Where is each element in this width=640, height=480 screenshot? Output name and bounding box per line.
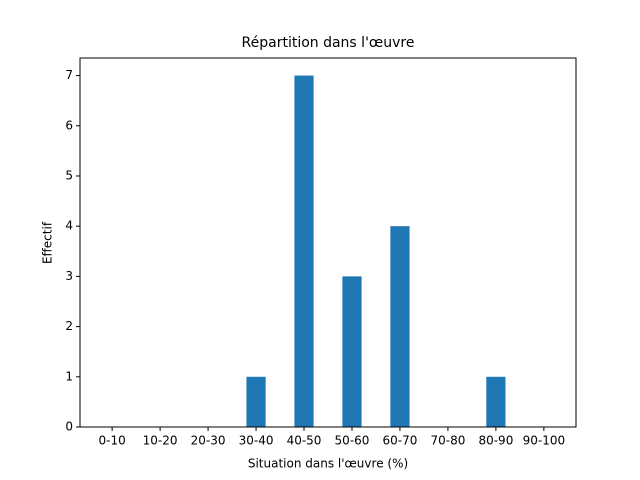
y-tick-label: 5 [65, 168, 73, 182]
x-axis-label: Situation dans l'œuvre (%) [248, 457, 408, 471]
bar [390, 226, 410, 427]
y-tick-label: 2 [65, 319, 73, 333]
bar [342, 276, 362, 427]
x-tick-label: 50-60 [335, 434, 370, 448]
plot-frame [79, 57, 577, 428]
y-tick-label: 3 [65, 269, 73, 283]
y-tick-label: 0 [65, 420, 73, 434]
x-tick-label: 70-80 [430, 434, 465, 448]
y-tick-label: 6 [65, 118, 73, 132]
x-tick-label: 60-70 [383, 434, 418, 448]
bar [294, 75, 314, 428]
y-tick-label: 7 [65, 68, 73, 82]
x-tick-label: 10-20 [143, 434, 178, 448]
bar [486, 376, 506, 427]
bar [246, 376, 266, 427]
chart-title: Répartition dans l'œuvre [242, 35, 415, 51]
x-tick-label: 80-90 [478, 434, 513, 448]
x-tick-label: 40-50 [287, 434, 322, 448]
y-tick-label: 1 [65, 369, 73, 383]
y-axis-label: Effectif [41, 221, 55, 264]
y-tick-label: 4 [65, 219, 73, 233]
x-tick-label: 20-30 [191, 434, 226, 448]
x-tick-label: 0-10 [99, 434, 126, 448]
x-tick-label: 90-100 [523, 434, 566, 448]
x-tick-label: 30-40 [239, 434, 274, 448]
